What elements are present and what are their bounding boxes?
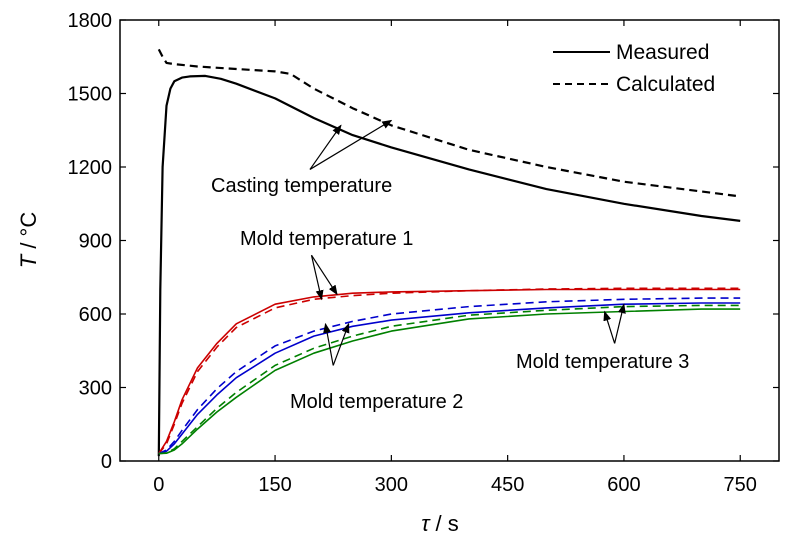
- legend-measured-label: Measured: [616, 41, 709, 64]
- annotation-arrow-0-0: [309, 124, 342, 170]
- series-casting-calculated: [157, 48, 741, 198]
- x-axis-unit: s: [448, 511, 459, 536]
- x-tick-label-300: 300: [375, 474, 408, 496]
- series-mold2-measured: [158, 302, 741, 455]
- series-mold3-measured: [158, 308, 741, 455]
- y-axis-separator: /: [16, 236, 41, 254]
- annotation-mold-temperature-3: Mold temperature 3: [516, 351, 689, 373]
- x-axis-title: τ / s: [421, 511, 459, 536]
- x-tick-label-600: 600: [607, 474, 640, 496]
- y-axis-title: T / °C: [16, 212, 41, 269]
- annotation-mold-temperature-1: Mold temperature 1: [240, 228, 413, 250]
- ticks-layer: 0 150 300 450 600 750 0 300 600 900 1200 1500 1800: [68, 10, 779, 496]
- annotation-arrow-2-1: [332, 322, 350, 366]
- series-layer: [157, 48, 741, 457]
- y-axis-symbol: T: [16, 253, 41, 268]
- annotation-arrow-3-1: [614, 303, 626, 344]
- y-axis-unit: °C: [16, 212, 41, 237]
- annotation-arrow-1-0: [310, 255, 324, 301]
- series-casting-measured: [157, 74, 741, 457]
- series-mold2-calculated: [158, 297, 741, 455]
- legend: Measured Calculated: [553, 41, 715, 96]
- annotation-arrow-3-0: [603, 310, 616, 344]
- series-mold3-calculated: [158, 304, 741, 455]
- series-mold1-measured: [158, 288, 741, 455]
- y-tick-label-900: 900: [79, 231, 112, 253]
- annotation-arrow-1-1: [310, 254, 338, 296]
- y-tick-label-600: 600: [79, 304, 112, 326]
- x-tick-label-450: 450: [491, 474, 524, 496]
- annotation-arrow-2-0: [323, 322, 334, 366]
- annotation-layer: [309, 119, 626, 366]
- y-tick-label-300: 300: [79, 378, 112, 400]
- x-axis-separator: /: [429, 511, 447, 536]
- y-tick-label-1500: 1500: [68, 84, 113, 106]
- annotation-mold-temperature-2: Mold temperature 2: [290, 391, 463, 413]
- x-axis-symbol: τ: [421, 511, 431, 536]
- y-tick-label-1200: 1200: [68, 157, 113, 179]
- series-mold1-calculated: [158, 287, 741, 455]
- annotation-casting-temperature: Casting temperature: [211, 175, 392, 197]
- y-tick-label-1800: 1800: [68, 10, 113, 32]
- y-tick-label-0: 0: [101, 451, 112, 473]
- annotation-arrow-0-1: [309, 119, 393, 170]
- x-tick-label-750: 750: [724, 474, 757, 496]
- x-tick-label-0: 0: [153, 474, 164, 496]
- x-tick-label-150: 150: [258, 474, 291, 496]
- legend-calculated-label: Calculated: [616, 73, 715, 96]
